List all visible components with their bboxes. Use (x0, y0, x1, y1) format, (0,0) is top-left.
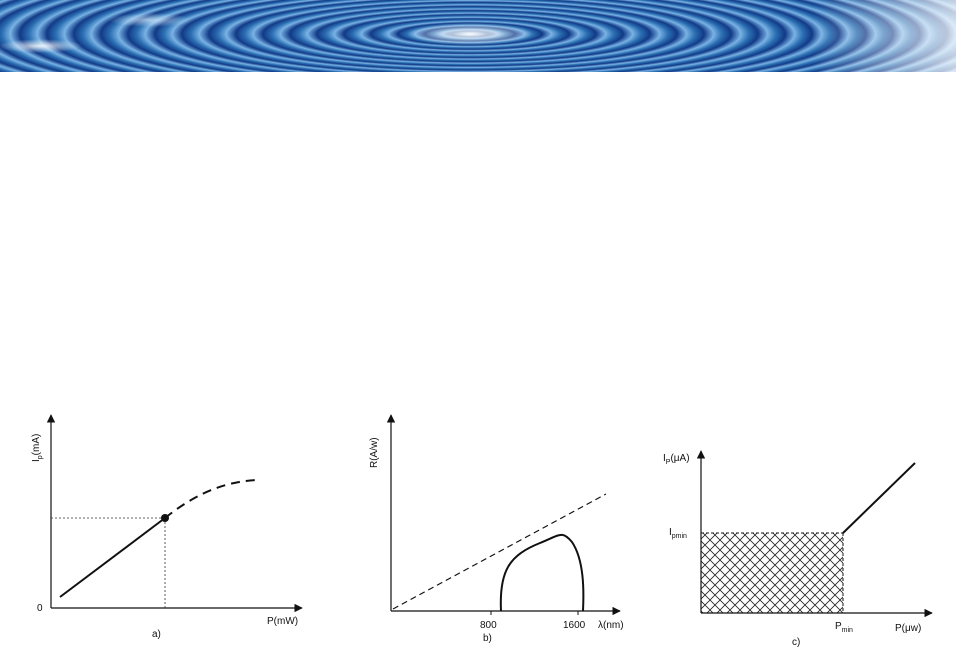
diagram-b-tick-label-1600: 1600 (563, 620, 586, 631)
diagram-c-x-axis-label: P(μw) (895, 623, 921, 634)
banner-image (0, 0, 956, 72)
diagram-a-panel-label: a) (152, 629, 161, 640)
diagram-a-operating-point (161, 514, 169, 522)
diagram-a-linear-response (59, 517, 166, 598)
diagram-c-y-axis-label: IP(μA) (663, 453, 690, 466)
diagram-c-ipmin-label: Ipmin (669, 527, 687, 540)
diagram-c-pmin-label: Pmin (835, 621, 853, 634)
diagram-b-y-axis-label: R(A/w) (369, 437, 380, 468)
diagram-a-saturation-curve (164, 479, 259, 519)
diagram-a-origin-label: 0 (37, 603, 43, 614)
diagram-b-responsivity-curve (499, 533, 585, 612)
diagram-c-panel-label: c) (792, 637, 800, 648)
diagram-b-tick-label-800: 800 (480, 620, 497, 631)
diagram-c-response-line (842, 462, 916, 534)
diagram-c-noise-region (701, 533, 843, 613)
diagram-b-panel-label: b) (483, 633, 492, 644)
diagram-b-ideal-response (392, 493, 607, 610)
diagram-a-x-axis-label: P(mW) (267, 616, 298, 627)
diagram-b-x-axis-label: λ(nm) (598, 620, 624, 631)
diagram-a-y-axis-label: Ip(mA) (31, 434, 44, 462)
